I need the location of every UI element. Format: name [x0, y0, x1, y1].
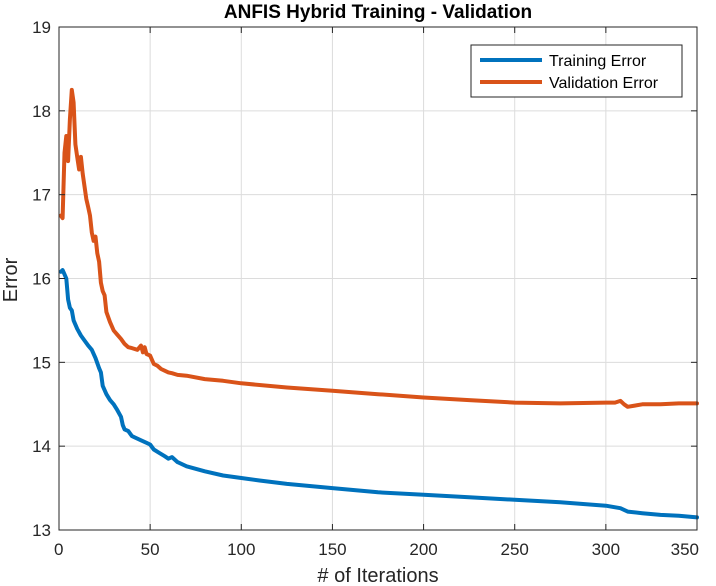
- y-tick-label: 14: [32, 437, 51, 456]
- y-tick-label: 15: [32, 353, 51, 372]
- legend-label-training: Training Error: [549, 53, 647, 70]
- chart-title: ANFIS Hybrid Training - Validation: [224, 2, 532, 23]
- x-tick-label: 0: [54, 540, 63, 559]
- legend: Training Error Validation Error: [470, 44, 683, 98]
- x-tick-label: 300: [592, 540, 620, 559]
- validation-error-line: [58, 87, 699, 409]
- y-axis-label: Error: [0, 257, 22, 302]
- legend-label-validation: Validation Error: [549, 75, 659, 92]
- y-tick-label: 13: [32, 521, 51, 540]
- x-tick-label: 250: [501, 540, 529, 559]
- series-layer: [58, 87, 699, 520]
- x-tick-label: 200: [409, 540, 437, 559]
- y-tick-label: 16: [32, 270, 51, 289]
- x-tick-label: 100: [227, 540, 255, 559]
- x-tick-label: 150: [318, 540, 346, 559]
- y-tick-label: 17: [32, 186, 51, 205]
- y-tick-label: 18: [32, 102, 51, 121]
- y-tick-label: 19: [32, 18, 51, 37]
- x-tick-label: 350: [671, 540, 699, 559]
- tick-marks: [58, 26, 698, 531]
- x-tick-label: 50: [141, 540, 160, 559]
- x-axis-label: # of Iterations: [317, 565, 438, 586]
- legend-box: [470, 44, 683, 98]
- tick-labels: 0 50 100 150 200 250 300 350 13 14 15 16 17 18 19: [32, 18, 699, 559]
- training-error-line: [58, 268, 699, 520]
